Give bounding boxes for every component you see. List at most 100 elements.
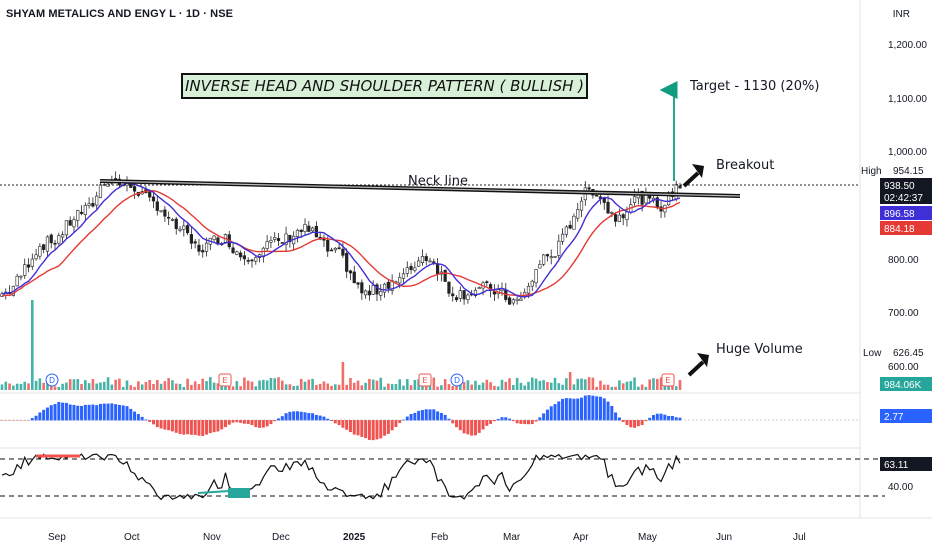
huge-volume-arrow (687, 353, 709, 377)
volume-bar (371, 379, 375, 390)
volume-bar (534, 378, 538, 390)
macd-bar (629, 420, 633, 428)
macd-bar (246, 420, 250, 425)
candle (19, 275, 23, 278)
macd-bar (125, 406, 129, 421)
macd-bar (284, 413, 288, 421)
macd-bar (311, 413, 315, 421)
volume-bar (341, 362, 345, 390)
macd-bar (424, 409, 428, 421)
macd-bar (76, 405, 80, 421)
macd-bar (216, 420, 220, 432)
macd-bar (436, 411, 440, 421)
event-marker-e3: E (661, 373, 675, 387)
candle (204, 242, 209, 252)
macd-bar (273, 420, 277, 422)
volume-bar (659, 377, 663, 390)
macd-bar (208, 420, 212, 434)
macd-bar (38, 412, 42, 421)
candle (356, 282, 360, 285)
candle (352, 271, 356, 284)
macd-bar (352, 420, 356, 435)
macd-bar (678, 417, 682, 421)
macd-bar (667, 415, 671, 421)
macd-bar (519, 420, 523, 424)
tick-1000: 1,000.00 (888, 147, 927, 158)
candle (49, 234, 53, 244)
volume-bar (167, 378, 170, 390)
candle (632, 196, 637, 203)
chart-title: SHYAM METALICS AND ENGY L · 1D · NSE (6, 8, 234, 20)
volume-bar (76, 379, 80, 390)
macd-bar (330, 420, 334, 421)
candle (579, 200, 584, 211)
macd-bar (299, 411, 303, 421)
candle (307, 225, 311, 232)
candle (26, 264, 31, 268)
candle (462, 290, 466, 300)
volume-bar (379, 377, 383, 390)
macd-bar (186, 420, 190, 435)
volume-bar (655, 378, 659, 390)
volume-bar (572, 384, 576, 390)
macd-bar (364, 420, 368, 439)
volume-bar (137, 381, 140, 390)
macd-bar (95, 405, 99, 421)
candle (401, 273, 406, 279)
volume-bar (80, 383, 83, 390)
volume-bar (508, 378, 511, 390)
macd-bar (561, 398, 565, 421)
macd-bar (227, 420, 231, 425)
neck-line-label: Neck line (408, 174, 468, 189)
volume-bars (0, 300, 682, 390)
volume-bar (190, 384, 193, 390)
candle (53, 242, 57, 245)
bar-countdown: 02:42:37 (884, 193, 923, 204)
macd-bar (159, 420, 163, 429)
macd-bar (496, 419, 500, 421)
macd-bar (655, 413, 659, 421)
volume-bar (530, 377, 534, 390)
volume-bar (110, 384, 114, 390)
macd-bar (197, 420, 201, 436)
volume-bar (553, 377, 557, 390)
macd-bar (356, 420, 360, 436)
volume-bar (197, 384, 201, 390)
macd-bar (557, 401, 561, 421)
volume-bar (591, 377, 595, 390)
macd-bar (148, 420, 152, 422)
volume-bar (515, 377, 519, 390)
macd-bar (367, 420, 371, 440)
volume-bar (648, 379, 651, 390)
volume-bar (466, 380, 470, 390)
volume-bar (19, 383, 23, 390)
macd-bar (223, 420, 227, 428)
candle (68, 220, 72, 226)
macd-bar (508, 418, 512, 421)
volume-bar (527, 381, 530, 390)
volume-bar (674, 386, 678, 390)
time-jun: Jun (716, 532, 732, 543)
candle (38, 246, 42, 257)
candle (170, 219, 175, 221)
currency-label[interactable]: INR (892, 9, 910, 20)
macd-bar (610, 405, 614, 421)
macd-bar (663, 414, 667, 421)
macd-bar (269, 420, 273, 425)
candle (79, 211, 84, 214)
macd-bar (57, 401, 61, 421)
macd-bar (576, 398, 580, 421)
candle (72, 219, 76, 228)
macd-bar (375, 420, 379, 440)
volume-bar (27, 383, 30, 390)
volume-bar (640, 384, 644, 390)
macd-bar (80, 406, 84, 421)
macd-bar (288, 411, 292, 421)
macd-bar (602, 398, 606, 421)
volume-bar (436, 386, 439, 390)
candle (64, 220, 68, 236)
candle (182, 225, 186, 230)
volume-bar (576, 378, 580, 390)
volume-bar (72, 379, 76, 390)
